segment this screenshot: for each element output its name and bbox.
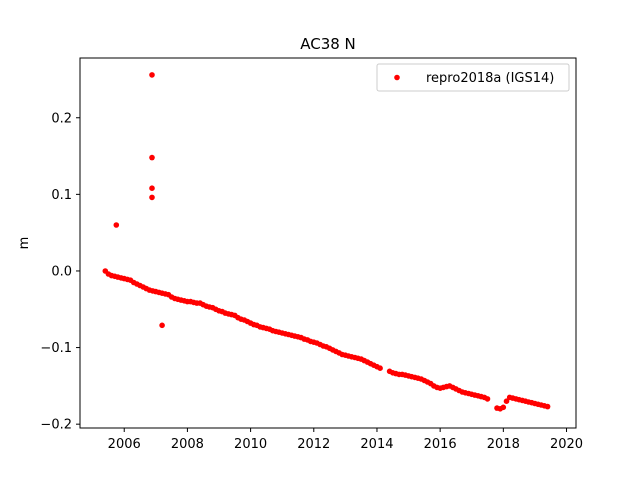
- x-tick-label: 2010: [234, 437, 267, 452]
- x-tick-label: 2012: [297, 437, 330, 452]
- x-tick-label: 2016: [424, 437, 457, 452]
- y-tick-label: 0.2: [51, 111, 72, 126]
- x-tick-label: 2020: [550, 437, 583, 452]
- data-point: [149, 72, 155, 78]
- plot-frame: [79, 57, 577, 429]
- y-tick-label: −0.2: [40, 418, 72, 433]
- chart-title: AC38 N: [300, 35, 356, 53]
- y-tick-label: −0.1: [40, 341, 72, 356]
- x-tick-label: 2008: [171, 437, 204, 452]
- data-point: [484, 396, 491, 402]
- data-point: [503, 398, 510, 405]
- legend-marker: [394, 74, 400, 81]
- legend-box: [376, 63, 570, 92]
- data-point: [149, 185, 155, 191]
- y-tick-label: 0.0: [51, 264, 72, 279]
- y-axis-label: m: [17, 237, 32, 250]
- legend: repro2018a (IGS14): [376, 63, 570, 92]
- y-axis-ticks: −0.2 −0.1 0.0 0.1 0.2: [40, 111, 80, 433]
- data-point: [149, 194, 155, 201]
- x-tick-label: 2014: [360, 437, 393, 452]
- points-layer: [102, 72, 551, 412]
- data-point: [500, 404, 507, 411]
- data-point: [113, 222, 120, 228]
- data-point: [377, 365, 383, 372]
- x-axis-ticks: 2006 2008 2010 2012 2014 2016 2018 2020: [108, 428, 583, 452]
- data-point: [149, 154, 155, 161]
- data-point: [159, 322, 165, 329]
- legend-label: repro2018a (IGS14): [426, 71, 554, 86]
- y-tick-label: 0.1: [51, 188, 72, 203]
- x-tick-label: 2006: [108, 437, 141, 452]
- data-point: [544, 403, 551, 410]
- x-tick-label: 2018: [487, 437, 520, 452]
